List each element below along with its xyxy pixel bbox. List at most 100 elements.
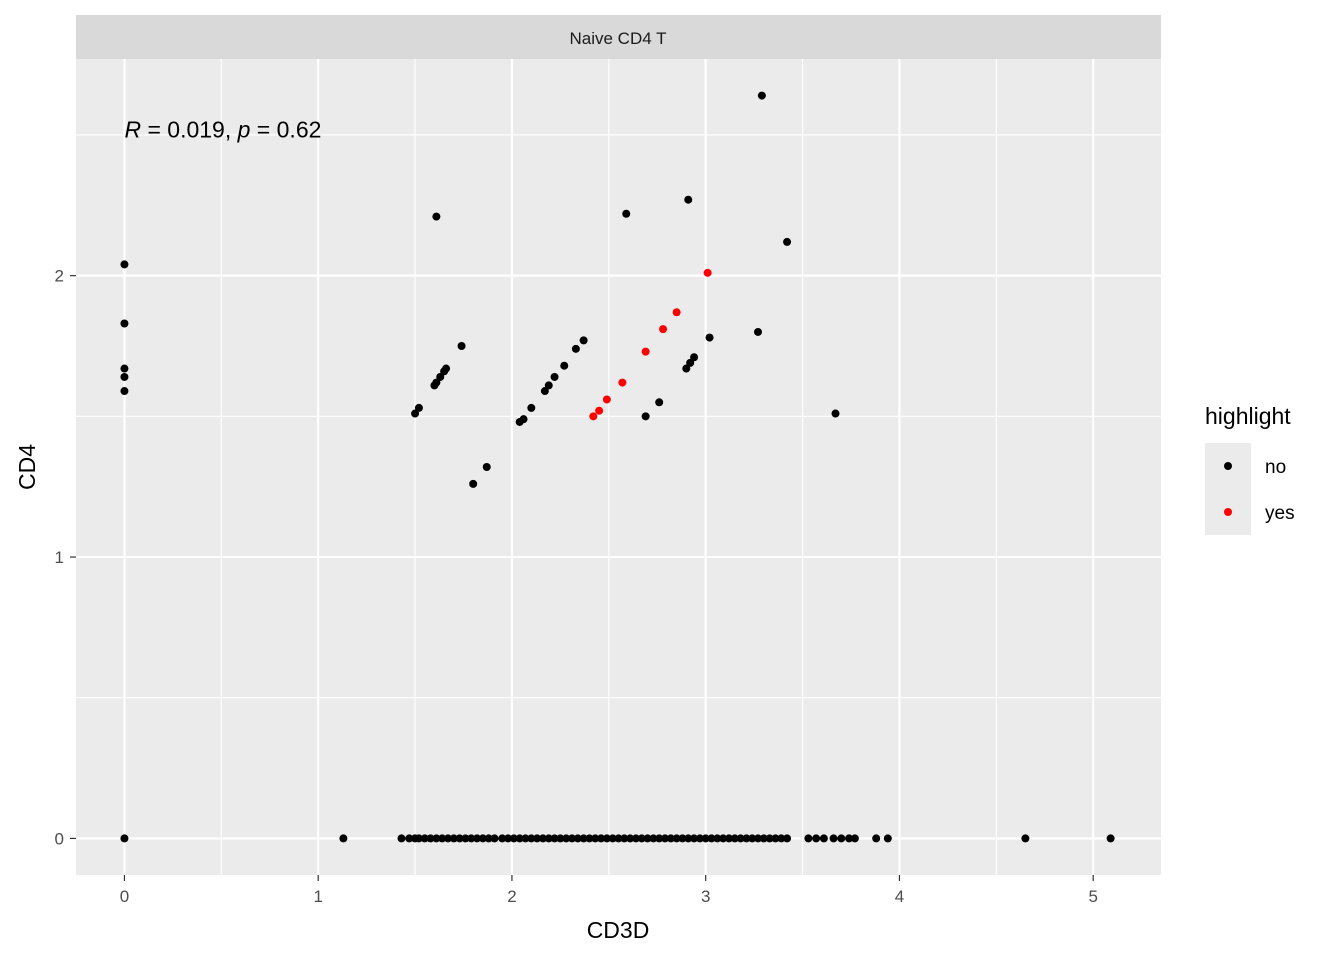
point-yes bbox=[672, 308, 681, 317]
point-no bbox=[504, 834, 513, 843]
point-yes bbox=[595, 406, 604, 415]
point-no bbox=[490, 834, 499, 843]
point-no bbox=[754, 834, 762, 843]
point-no bbox=[602, 834, 611, 843]
point-no bbox=[690, 834, 699, 843]
point-no bbox=[713, 834, 722, 843]
point-yes bbox=[618, 378, 627, 387]
point-no bbox=[748, 834, 757, 843]
point-no bbox=[120, 387, 129, 396]
facet-strip bbox=[76, 15, 1161, 59]
point-no bbox=[533, 834, 542, 843]
point-no bbox=[655, 834, 664, 843]
legend-items: no yes bbox=[1205, 443, 1295, 535]
point-no bbox=[783, 237, 792, 246]
point-no bbox=[719, 834, 728, 843]
point-no bbox=[426, 834, 435, 843]
point-no bbox=[120, 319, 129, 328]
point-no bbox=[120, 834, 129, 843]
point-no bbox=[585, 834, 594, 843]
point-no bbox=[521, 834, 530, 843]
legend: highlight no yes bbox=[1205, 403, 1295, 535]
point-no bbox=[562, 834, 571, 843]
point-no bbox=[467, 834, 476, 843]
point-no bbox=[515, 834, 524, 843]
point-no bbox=[591, 834, 600, 843]
legend-label-no: no bbox=[1265, 457, 1286, 478]
point-no bbox=[765, 834, 774, 843]
point-no bbox=[436, 372, 445, 381]
point-no bbox=[831, 409, 840, 418]
point-no bbox=[666, 834, 675, 843]
point-no bbox=[777, 834, 786, 843]
legend-symbol-no bbox=[1224, 462, 1232, 470]
point-no bbox=[469, 479, 478, 488]
plot-panel bbox=[76, 59, 1161, 875]
point-no bbox=[850, 834, 859, 843]
point-no bbox=[449, 834, 458, 843]
point-no bbox=[724, 834, 733, 843]
point-no bbox=[757, 91, 766, 100]
point-no bbox=[608, 834, 617, 843]
point-no bbox=[754, 327, 762, 336]
point-no bbox=[736, 834, 745, 843]
point-no bbox=[527, 834, 536, 843]
y-axis-ticks: 0 1 2 bbox=[55, 267, 76, 848]
point-no bbox=[405, 834, 414, 843]
y-tick-label: 1 bbox=[55, 548, 64, 567]
point-no bbox=[759, 834, 768, 843]
point-no bbox=[556, 834, 565, 843]
x-tick-label: 2 bbox=[507, 887, 516, 906]
x-tick-label: 4 bbox=[895, 887, 904, 906]
point-no bbox=[478, 834, 487, 843]
point-no bbox=[695, 834, 704, 843]
point-no bbox=[684, 834, 693, 843]
point-no bbox=[550, 834, 559, 843]
legend-label-yes: yes bbox=[1265, 503, 1295, 524]
point-no bbox=[432, 834, 441, 843]
point-no bbox=[550, 372, 559, 381]
point-no bbox=[339, 834, 348, 843]
point-no bbox=[730, 834, 739, 843]
y-axis-title: CD4 bbox=[14, 444, 40, 490]
annotation-r-symbol: R bbox=[124, 116, 141, 142]
point-no bbox=[527, 403, 536, 412]
point-no bbox=[626, 834, 635, 843]
point-no bbox=[620, 834, 629, 843]
point-no bbox=[655, 398, 664, 407]
legend-symbol-yes bbox=[1224, 508, 1232, 516]
point-no bbox=[661, 834, 669, 843]
point-no bbox=[544, 834, 553, 843]
point-no bbox=[440, 367, 449, 376]
annotation-p-symbol: p bbox=[237, 116, 251, 142]
point-no bbox=[819, 834, 828, 843]
point-no bbox=[678, 834, 687, 843]
point-no bbox=[845, 834, 854, 843]
correlation-annotation: R = 0.019, p = 0.62 bbox=[124, 116, 321, 142]
point-no bbox=[1106, 834, 1115, 843]
point-no bbox=[571, 344, 580, 353]
point-no bbox=[872, 834, 881, 843]
x-tick-label: 5 bbox=[1088, 887, 1097, 906]
point-no bbox=[883, 834, 892, 843]
point-no bbox=[643, 834, 652, 843]
point-no bbox=[560, 361, 569, 370]
point-no bbox=[120, 372, 129, 381]
point-no bbox=[457, 342, 466, 351]
point-yes bbox=[589, 412, 598, 421]
point-no bbox=[482, 463, 491, 471]
point-no bbox=[649, 834, 658, 843]
point-no bbox=[631, 834, 640, 843]
point-no bbox=[812, 834, 821, 843]
point-no bbox=[597, 834, 606, 843]
point-no bbox=[614, 834, 623, 843]
series-yes-points bbox=[589, 268, 712, 421]
x-axis-title: CD3D bbox=[587, 917, 650, 943]
y-tick-label: 2 bbox=[55, 267, 64, 286]
point-no bbox=[783, 834, 792, 843]
point-no bbox=[420, 834, 429, 843]
point-no bbox=[622, 209, 631, 218]
point-no bbox=[397, 834, 406, 843]
point-no bbox=[637, 834, 646, 843]
